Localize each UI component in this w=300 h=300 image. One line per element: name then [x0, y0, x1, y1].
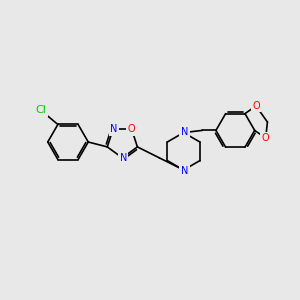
Text: N: N [120, 153, 127, 163]
Text: N: N [110, 124, 118, 134]
Text: O: O [262, 133, 269, 143]
Text: O: O [252, 101, 260, 111]
Text: N: N [181, 166, 188, 176]
Text: N: N [181, 127, 188, 136]
Text: Cl: Cl [35, 106, 46, 116]
Text: O: O [128, 124, 136, 134]
